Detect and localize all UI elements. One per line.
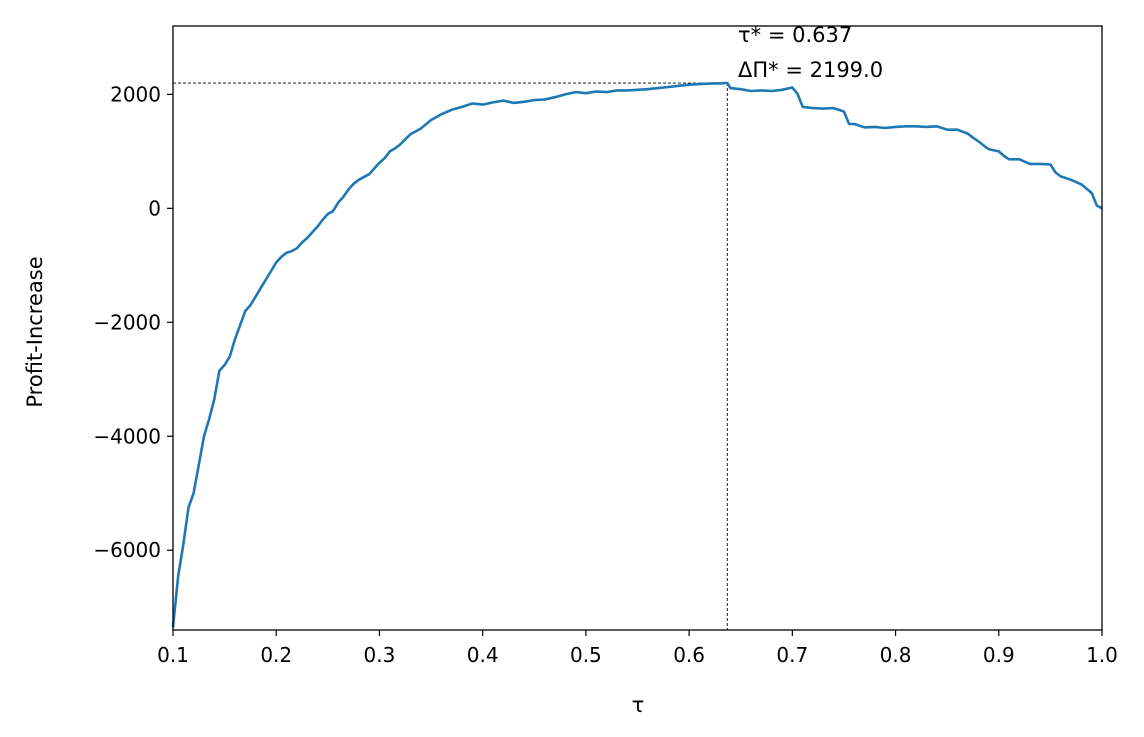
- y-tick-label: 0: [148, 196, 161, 220]
- x-tick-label: 0.6: [673, 643, 705, 667]
- y-tick-label: −2000: [93, 310, 161, 334]
- y-tick-label: 2000: [110, 82, 161, 106]
- x-tick-label: 0.5: [570, 643, 602, 667]
- axis-ticks: 0.1 0.2 0.3 0.4 0.5 0.6 0.7 0.8 0.9 1.0 −6000 −4000…: [93, 82, 1118, 667]
- x-tick-label: 0.3: [364, 643, 396, 667]
- plot-frame: [172, 25, 1103, 631]
- plot-area: [171, 81, 1103, 630]
- y-tick-label: −4000: [93, 424, 161, 448]
- series-line-0: [171, 81, 1103, 628]
- x-tick-label: 0.7: [776, 643, 808, 667]
- y-axis-label: Profit-Increase: [23, 256, 47, 407]
- x-tick-label: 0.2: [260, 643, 292, 667]
- x-tick-label: 0.1: [157, 643, 189, 667]
- x-tick-label: 0.4: [467, 643, 499, 667]
- y-tick-label: −6000: [93, 538, 161, 562]
- x-tick-label: 0.8: [880, 643, 912, 667]
- optimum-tau-label: τ* = 0.637: [738, 23, 852, 47]
- x-axis-label: τ: [632, 693, 645, 717]
- x-tick-label: 0.9: [983, 643, 1015, 667]
- optimum-value-label: ΔΠ* = 2199.0: [738, 58, 883, 82]
- x-tick-label: 1.0: [1086, 643, 1118, 667]
